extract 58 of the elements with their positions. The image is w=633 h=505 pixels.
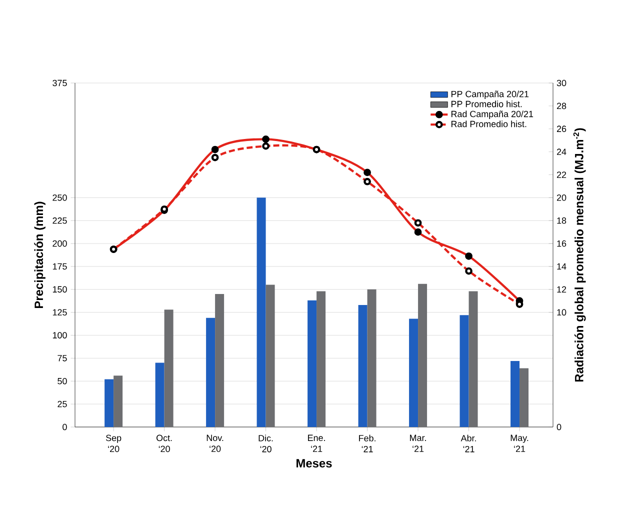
y-tick-label: 0 xyxy=(62,424,67,430)
y2-tick-label: 28 xyxy=(556,102,566,110)
y2-tick-label: 26 xyxy=(556,126,566,132)
x-tick-label: Abr. ‘21 xyxy=(460,434,476,452)
bar xyxy=(266,284,275,427)
y-tick-label: 200 xyxy=(52,240,67,247)
bar xyxy=(316,291,326,427)
x-tick-label: Mar. ‘21 xyxy=(410,434,426,452)
x-tick-label: Feb. ‘21 xyxy=(359,434,376,452)
y-tick-label: 75 xyxy=(58,355,67,362)
y2-tick-label: 20 xyxy=(556,194,566,201)
y-axis-title: Precipitación (mm) xyxy=(34,202,46,308)
legend-label: PP Campaña 20/21 xyxy=(451,90,529,99)
x-tick-label: Oct. ‘20 xyxy=(156,434,172,452)
bar xyxy=(460,315,469,427)
x-tick-label: Dic. ‘20 xyxy=(258,434,273,452)
bar xyxy=(104,379,114,427)
y-tick-label: 25 xyxy=(58,400,67,408)
legend-label: Rad Campaña 20/21 xyxy=(451,110,534,119)
x-axis-title: Meses xyxy=(296,459,332,468)
bar xyxy=(520,368,529,427)
y-tick-label: 50 xyxy=(58,378,67,384)
legend-label: Rad Promedio hist. xyxy=(451,120,526,128)
y2-tick-label: 30 xyxy=(556,80,566,86)
y2-tick-label: 16 xyxy=(557,240,566,247)
y2-tick-label: 0 xyxy=(556,424,562,430)
y-tick-label: 375 xyxy=(52,80,67,86)
bar xyxy=(164,310,174,427)
y-tick-label: 225 xyxy=(52,217,67,224)
y-tick-label: 150 xyxy=(52,286,67,293)
y2-tick-label: 22 xyxy=(556,172,566,178)
y2-tick-label: 12 xyxy=(557,286,566,293)
bar xyxy=(308,300,317,427)
bar xyxy=(215,294,224,427)
bar xyxy=(358,304,368,427)
x-tick-label: Sep ‘20 xyxy=(106,434,122,452)
y2-tick-label: 10 xyxy=(557,309,566,316)
y2-tick-label: 18 xyxy=(557,217,566,224)
bar xyxy=(155,362,164,427)
x-tick-label: May. ‘21 xyxy=(510,434,528,452)
y-tick-label: 125 xyxy=(52,309,67,316)
bar xyxy=(256,198,266,427)
bar xyxy=(367,289,376,427)
legend-label: PP Promedio hist. xyxy=(451,100,522,108)
bar xyxy=(468,291,478,427)
y-tick-label: 100 xyxy=(52,332,67,338)
x-tick-label: Ene. ‘21 xyxy=(308,434,325,452)
bar xyxy=(409,318,418,427)
y2-axis-title: Radiación global promedio mensual (MJ.m$^{-2}$) xyxy=(573,128,586,382)
y-tick-label: 175 xyxy=(52,263,67,270)
y2-tick-label: 24 xyxy=(556,148,566,155)
bar xyxy=(206,318,216,427)
y2-tick-label: 14 xyxy=(557,263,566,270)
bar xyxy=(510,360,520,427)
x-tick-label: Nov. ‘20 xyxy=(206,434,224,452)
bar xyxy=(418,284,428,427)
bar xyxy=(114,376,123,427)
y-tick-label: 250 xyxy=(52,194,67,201)
